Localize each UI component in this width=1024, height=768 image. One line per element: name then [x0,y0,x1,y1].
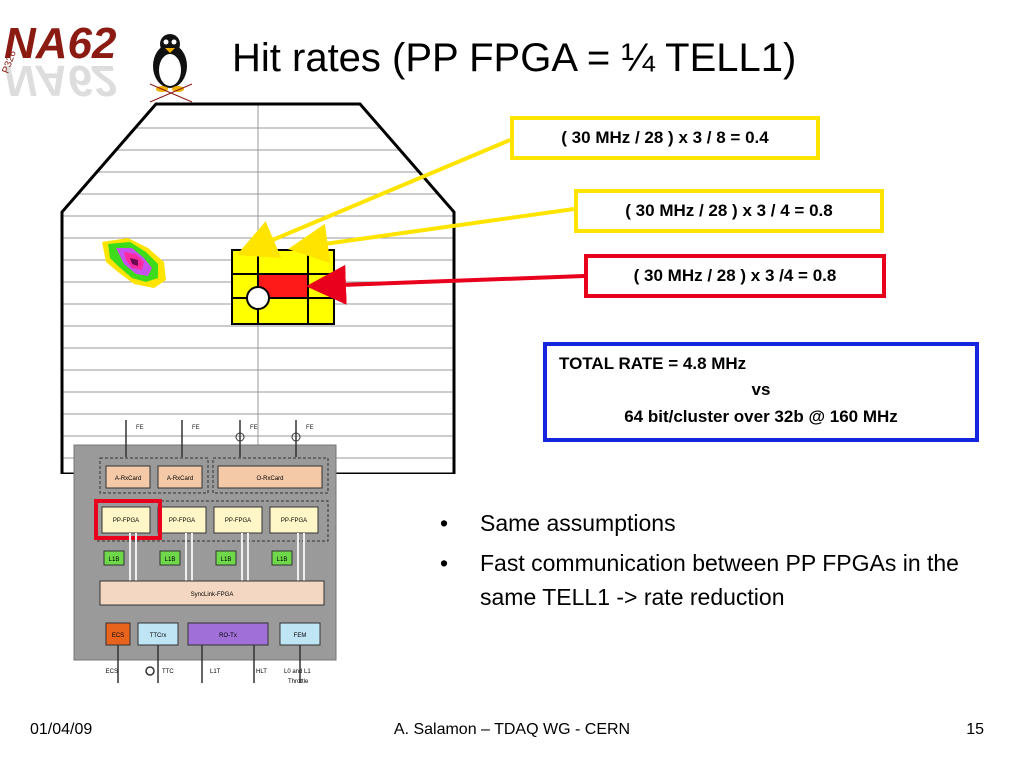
output-hlt: HLT [256,669,267,675]
callout-rate-2: ( 30 MHz / 28 ) x 3 / 4 = 0.8 [574,189,884,233]
a-rxcard-2 [157,465,203,489]
bullet-dot-icon: • [440,550,449,576]
pp-fpga-4-label: PP-FPGA [281,518,307,524]
callout-rate-1: ( 30 MHz / 28 ) x 3 / 8 = 0.4 [510,116,820,160]
o-rxcard [217,465,323,489]
throttle-label-1: L0 and L1 [284,669,311,675]
total-vs-line: vs [751,380,771,399]
total-rate-line: TOTAL RATE = 4.8 MHz [559,354,747,373]
bullet-item: • Same assumptions [440,506,960,540]
l1b-4 [271,550,293,566]
l1b-3-label: L1B [221,557,232,563]
a-rxcard-1 [105,465,151,489]
callout-arrow-3 [306,264,585,305]
a-rxcard-1-label: A-RxCard [115,476,141,482]
l1b-1 [103,550,125,566]
highlighted-pp-fpga [94,499,162,540]
fe-label-4: FE [306,425,314,431]
penguin-icon [149,34,193,103]
fem-label: FEM [294,633,307,639]
bullet-list: • Same assumptions • Fast communication … [440,506,960,620]
output-arrows [117,645,301,683]
callout-rate-3: ( 30 MHz / 28 ) x 3 /4 = 0.8 [584,254,886,298]
bullet-text: Fast communication between PP FPGAs in t… [480,550,959,610]
callout-arrow-2 [288,207,575,264]
pp-fpga-2 [157,506,207,534]
o-rxcard-label: O-RxCard [256,476,283,482]
bullet-dot-icon: • [440,510,449,536]
logo-reflection: NA62 [4,56,117,104]
ttcrx-label: TTCrx [150,633,167,639]
l1b-2-label: L1B [165,557,176,563]
bullet-item: • Fast communication between PP FPGAs in… [440,546,960,614]
total-bandwidth-line: 64 bit/cluster over 32b @ 160 MHz [624,407,898,426]
output-l1t: L1T [210,669,221,675]
l1b-1-label: L1B [109,557,120,563]
hit-cluster-map [102,238,166,288]
tell1-board-diagram: FE FE FE FE A-RxCard A-RxCard O-RxCard P… [70,415,360,690]
bullet-text: Same assumptions [480,510,676,536]
detector-diagram [58,102,468,476]
fe-label-2: FE [192,425,200,431]
output-ttc: TTC [162,669,174,675]
l1b-3 [215,550,237,566]
pp-fpga-4 [269,506,319,534]
total-rate-box: TOTAL RATE = 4.8 MHz vs 64 bit/cluster o… [543,342,979,442]
footer-date: 01/04/09 [30,721,93,738]
pp-fpga-3-label: PP-FPGA [225,518,251,524]
logo-text: NA62 [4,19,117,68]
l1b-4-label: L1B [277,557,288,563]
pp-fpga-2-label: PP-FPGA [169,518,195,524]
output-ecs: ECS [106,669,118,675]
pp-fpga-3 [213,506,263,534]
ro-tx-block [187,622,269,646]
pp-fpga-1-label: PP-FPGA [113,518,139,524]
ecs-label: ECS [112,633,124,639]
page-title: Hit rates (PP FPGA = ¼ TELL1) [232,36,797,80]
fe-input-arrows [125,420,301,457]
pp-fpga-1 [101,506,151,534]
throttle-label-2: Throttle [288,679,309,685]
fe-label-1: FE [136,425,144,431]
a-rxcard-2-label: A-RxCard [167,476,193,482]
fe-label-3: FE [250,425,258,431]
l1b-2 [159,550,181,566]
ro-tx-label: RO-Tx [219,633,237,639]
synclink-fpga-label: SyncLink-FPGA [191,592,234,598]
page-number: 15 [966,721,984,738]
footer-author: A. Salamon – TDAQ WG - CERN [393,721,631,738]
synclink-fpga [99,580,325,606]
na62-logo: NA62 NA62 P326 [0,14,200,105]
